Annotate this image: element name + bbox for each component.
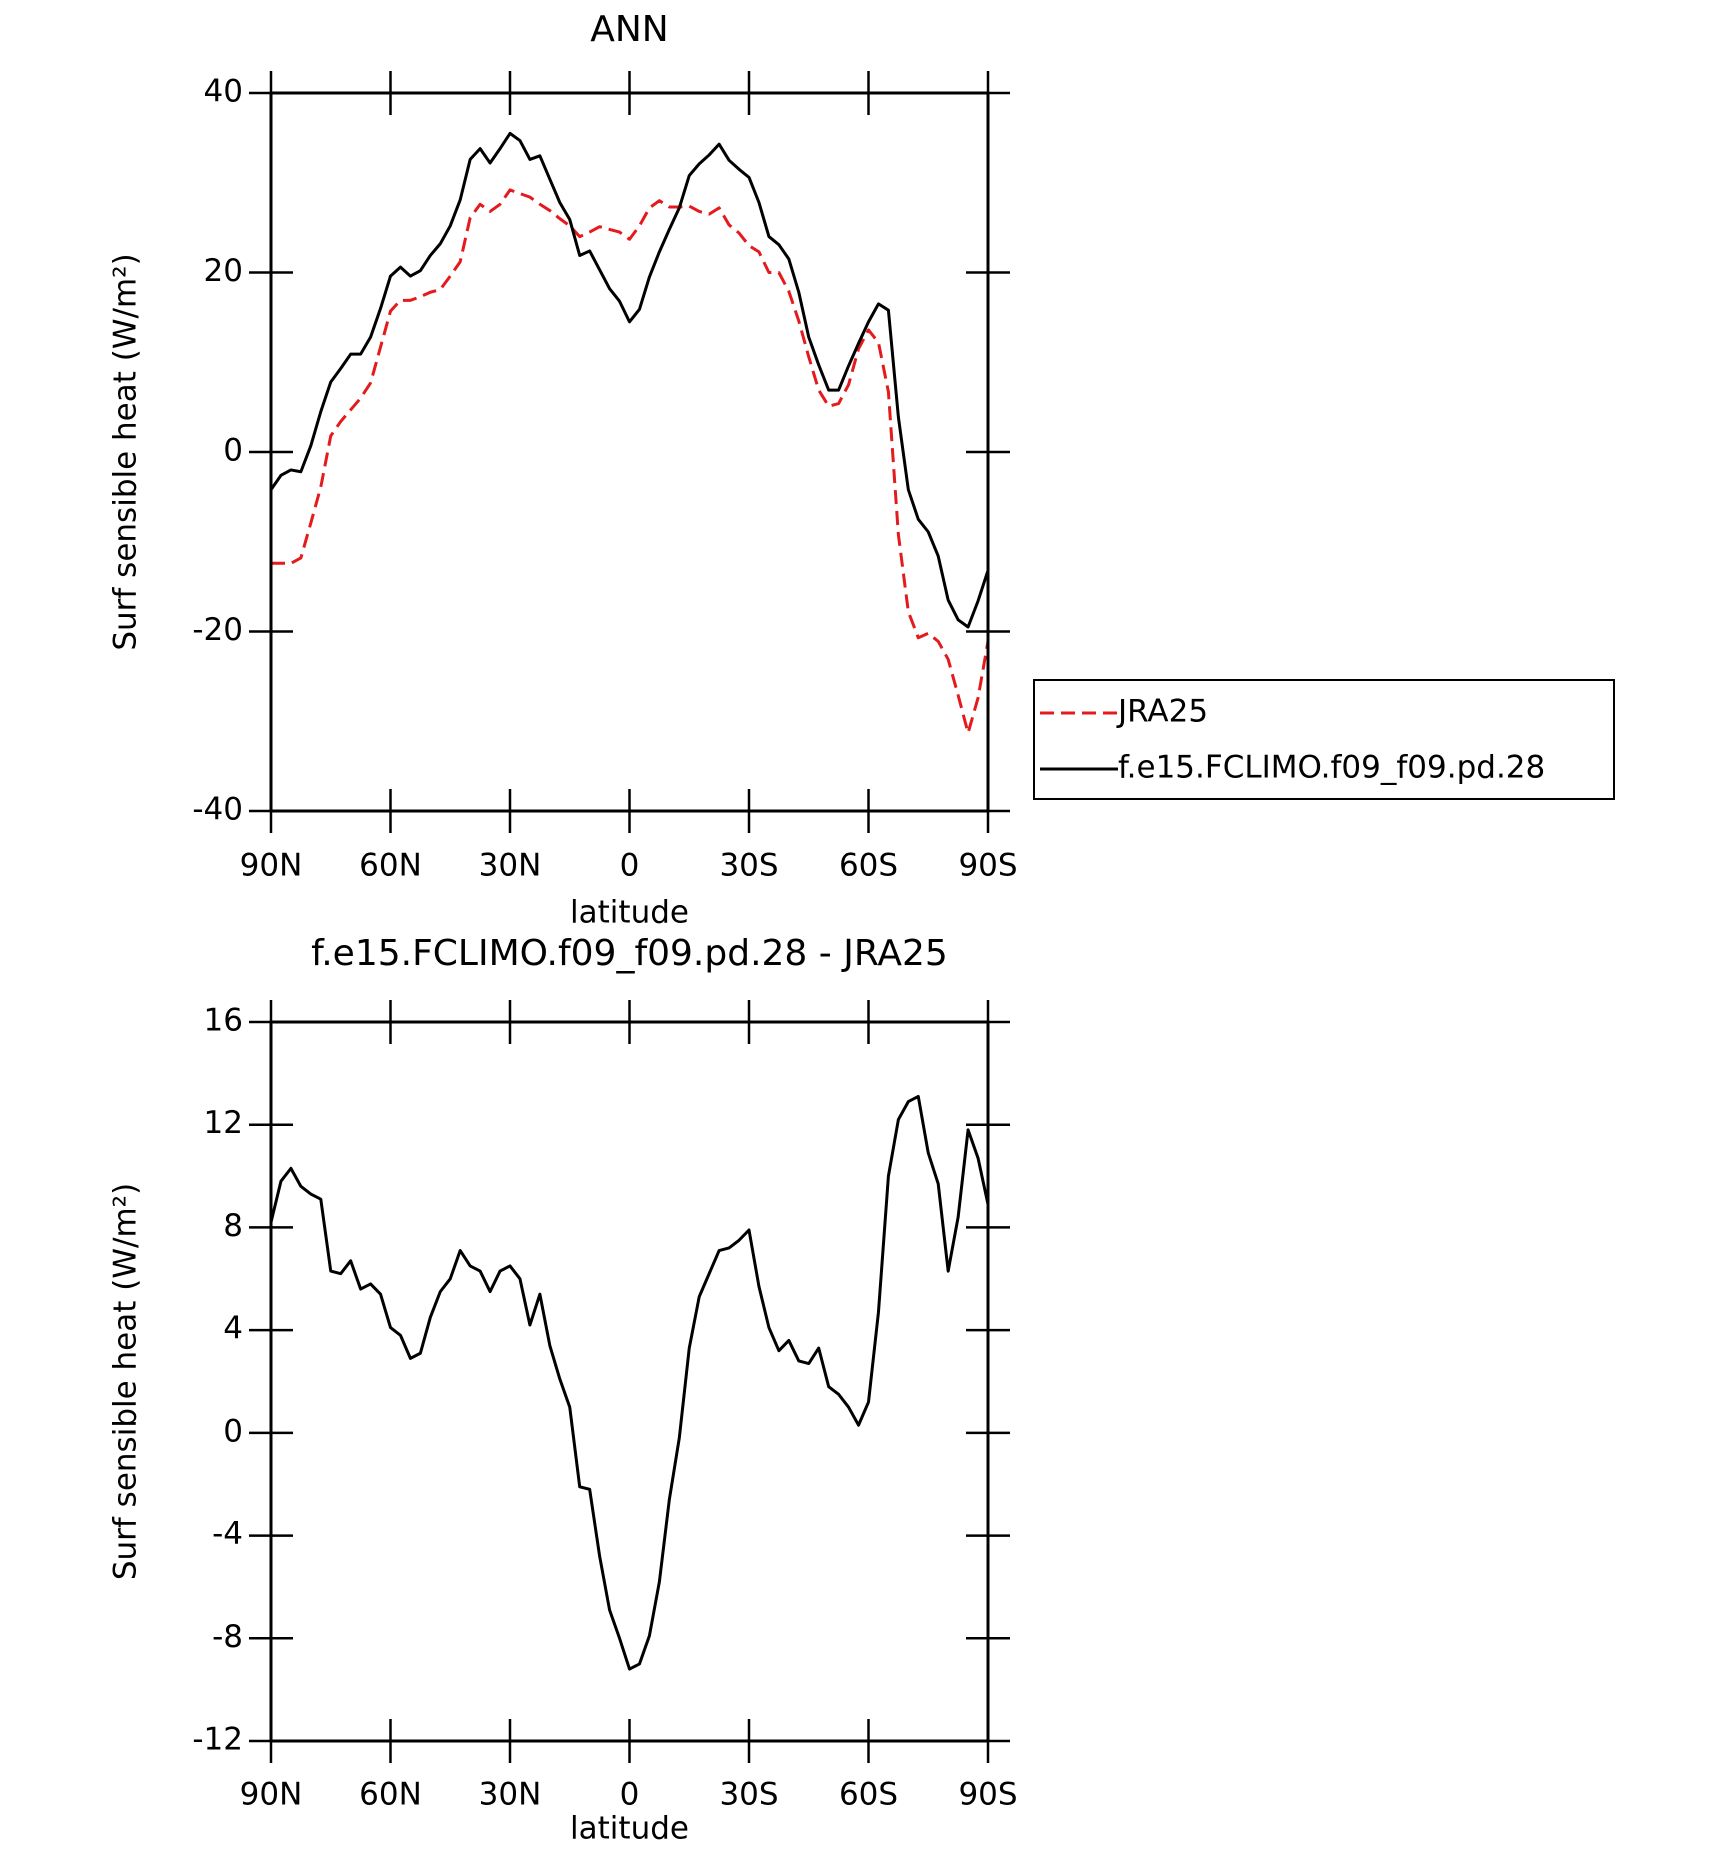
legend-label: JRA25 [1116, 694, 1208, 730]
y-axis-label: Surf sensible heat (W/m²) [108, 1183, 144, 1580]
y-tick-label: 12 [204, 1105, 243, 1141]
x-tick-label: 30N [479, 848, 542, 884]
y-tick-label: -4 [212, 1516, 243, 1552]
data-line [269, 131, 990, 629]
plot-frame [269, 91, 990, 813]
x-tick-label: 30N [479, 1777, 542, 1813]
x-tick-label: 30S [719, 1777, 778, 1813]
chart-title: ANN [590, 9, 669, 50]
x-tick-label: 90N [240, 848, 303, 884]
x-tick-label: 30S [719, 848, 778, 884]
plot-frame [269, 1020, 990, 1743]
y-tick-label: 16 [204, 1003, 243, 1039]
x-tick-label: 60N [359, 1777, 422, 1813]
y-tick-label: -8 [212, 1619, 243, 1655]
y-tick-label: -20 [192, 612, 243, 648]
data-line [271, 188, 990, 735]
chart-title: f.e15.FCLIMO.f09_f09.pd.28 - JRA25 [311, 933, 948, 974]
y-tick-label: -12 [192, 1722, 243, 1758]
x-axis-label: latitude [570, 1811, 689, 1847]
y-tick-label: 20 [204, 253, 243, 289]
x-axis-label: latitude [570, 895, 689, 931]
x-tick-label: 60N [359, 848, 422, 884]
y-tick-label: 40 [204, 74, 243, 110]
legend-box [1033, 679, 1615, 800]
y-tick-label: 4 [223, 1311, 243, 1347]
x-tick-label: 60S [839, 848, 898, 884]
x-tick-label: 0 [620, 1777, 640, 1813]
y-tick-label: 0 [223, 1413, 243, 1449]
legend-label: f.e15.FCLIMO.f09_f09.pd.28 [1118, 750, 1545, 786]
y-axis-label: Surf sensible heat (W/m²) [108, 253, 144, 650]
x-tick-label: 90S [958, 848, 1017, 884]
y-tick-label: -40 [192, 792, 243, 828]
y-tick-label: 0 [223, 433, 243, 469]
x-tick-label: 90S [958, 1777, 1017, 1813]
y-tick-label: 8 [223, 1208, 243, 1244]
x-tick-label: 90N [240, 1777, 303, 1813]
data-line [269, 1094, 990, 1671]
x-tick-label: 0 [620, 848, 640, 884]
x-tick-label: 60S [839, 1777, 898, 1813]
